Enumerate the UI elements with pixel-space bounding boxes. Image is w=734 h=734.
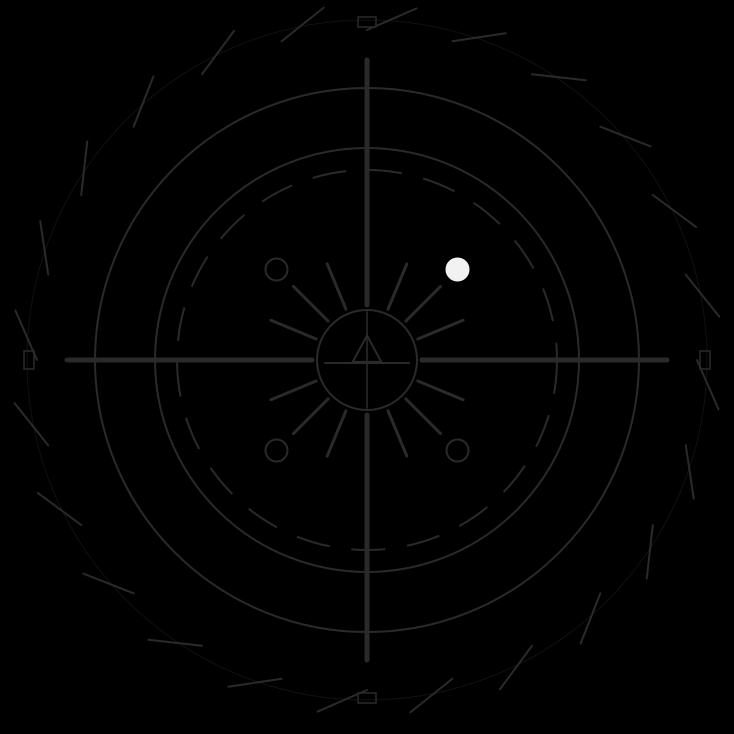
reticle-diagram	[0, 0, 734, 734]
dot-upper-right	[447, 258, 469, 280]
